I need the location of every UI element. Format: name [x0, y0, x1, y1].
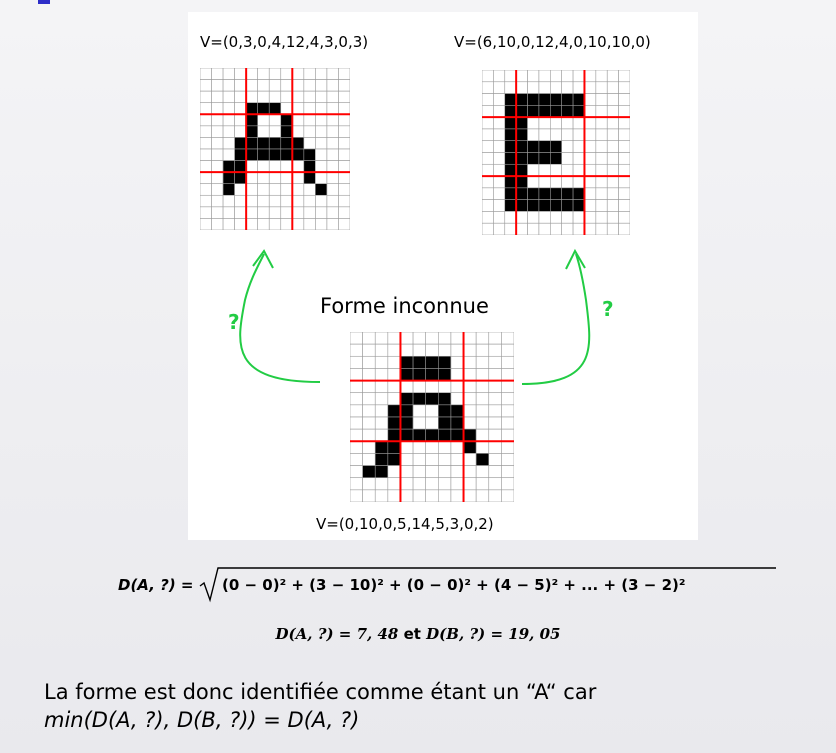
sqrt-sign: [199, 567, 776, 603]
conclusion-line-2: min(D(A, ?), D(B, ?)) = D(A, ?): [44, 708, 360, 732]
arrow-to-a-head: [252, 249, 274, 269]
unknown-shape-grid: [350, 332, 514, 502]
letter-e-vector-label: V=(6,10,0,12,4,0,10,10,0): [454, 33, 651, 51]
header-accent-bar: [38, 0, 50, 4]
arrow-to-e-head: [565, 248, 586, 270]
unknown-shape-vector-label: V=(0,10,0,5,14,5,3,0,2): [316, 515, 494, 533]
letter-e-grid: [482, 70, 630, 235]
question-mark-left: ?: [228, 310, 240, 334]
arrow-to-a-curve: [239, 253, 321, 383]
conclusion-text: La forme est donc identifiée comme étant…: [44, 678, 596, 734]
question-mark-right: ?: [602, 297, 614, 321]
result-joiner: et: [403, 625, 421, 643]
conclusion-line-1: La forme est donc identifiée comme étant…: [44, 680, 597, 704]
letter-a-grid: [200, 68, 350, 230]
unknown-shape-title: Forme inconnue: [320, 294, 489, 318]
letter-a-vector-label: V=(0,3,0,4,12,4,3,0,3): [200, 33, 369, 51]
arrow-to-e-curve: [521, 253, 591, 385]
distance-formula-lhs: D(A, ?) =: [118, 576, 193, 594]
result-distance-a: D(A, ?) = 7, 48: [275, 625, 399, 643]
distance-results: D(A, ?) = 7, 48 et D(B, ?) = 19, 05: [0, 625, 836, 643]
distance-formula-rhs: (0 − 0)² + (3 − 10)² + (0 − 0)² + (4 − 5…: [222, 576, 685, 594]
distance-formula: D(A, ?) = (0 − 0)² + (3 − 10)² + (0 − 0)…: [118, 567, 776, 603]
result-distance-b: D(B, ?) = 19, 05: [426, 625, 561, 643]
